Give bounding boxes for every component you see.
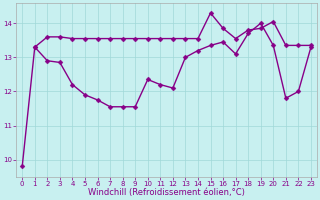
X-axis label: Windchill (Refroidissement éolien,°C): Windchill (Refroidissement éolien,°C) bbox=[88, 188, 245, 197]
